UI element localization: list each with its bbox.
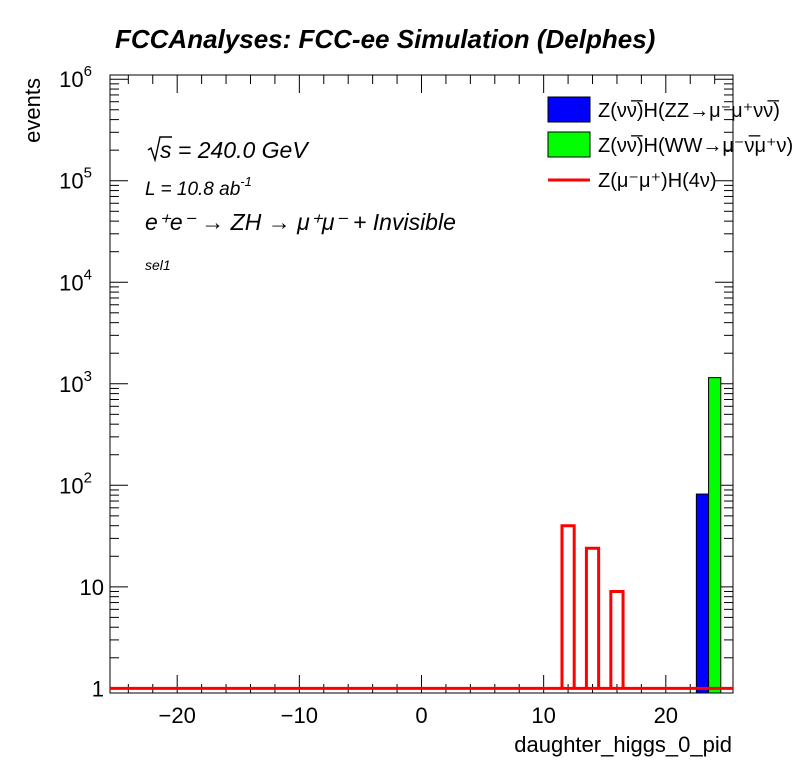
y-tick-exponent: 2 xyxy=(84,469,92,486)
legend-label: Z(μ⁻μ⁺)H(4ν) xyxy=(598,170,717,192)
step-bin xyxy=(584,546,601,689)
x-tick-label: 0 xyxy=(415,703,427,728)
y-tick-label: 10 xyxy=(80,575,104,600)
chart-title: FCCAnalyses: FCC-ee Simulation (Delphes) xyxy=(115,24,655,54)
luminosity-exponent: -1 xyxy=(240,174,252,189)
x-tick-label: −10 xyxy=(281,703,318,728)
y-tick-label: 102 xyxy=(59,469,92,498)
y-tick-label: 104 xyxy=(59,266,92,295)
y-tick-label: 1 xyxy=(92,676,104,701)
legend-swatch xyxy=(547,96,591,123)
y-tick-base: 10 xyxy=(59,169,83,194)
plot-area xyxy=(109,74,734,694)
x-tick-label: 10 xyxy=(531,703,555,728)
y-tick-label: 106 xyxy=(59,63,92,92)
legend: Z(νν̅)H(ZZ→μ⁻μ⁺νν̅) Z(νν̅)H(WW→μ⁻ν̅μ⁺ν) Z(… xyxy=(547,96,793,192)
plot-frame xyxy=(109,74,734,694)
histogram-bars xyxy=(110,377,733,694)
y-tick-exponent: 5 xyxy=(84,165,92,182)
y-tick-base: 10 xyxy=(80,575,104,600)
y-tick-exponent: 4 xyxy=(84,266,92,283)
x-tick-label: 20 xyxy=(654,703,678,728)
y-tick-base: 10 xyxy=(59,372,83,397)
sqrt-symbol xyxy=(147,136,172,163)
y-tick-exponent: 3 xyxy=(84,368,92,385)
annotations: s = 240.0 GeV L = 10.8 ab-1 e⁺e⁻ → ZH → … xyxy=(145,136,456,273)
sqrt-s-label: s = 240.0 GeV xyxy=(160,137,310,163)
x-tick-labels: −20 −10 0 10 20 xyxy=(159,703,679,728)
x-axis-label: daughter_higgs_0_pid xyxy=(514,732,732,757)
x-tick-label: −20 xyxy=(159,703,196,728)
sqrt-s-annotation: s = 240.0 GeV xyxy=(147,136,310,163)
bar xyxy=(708,377,722,694)
legend-item: Z(μ⁻μ⁺)H(4ν) xyxy=(548,170,717,192)
y-tick-exponent: 6 xyxy=(84,63,92,80)
y-axis-label: events xyxy=(20,78,45,143)
luminosity-label: L = 10.8 ab-1 xyxy=(145,174,252,200)
y-tick-label: 103 xyxy=(59,368,92,397)
y-tick-base: 1 xyxy=(92,676,104,701)
y-tick-base: 10 xyxy=(59,270,83,295)
process-label: e⁺e⁻ → ZH → μ⁺μ⁻ + Invisible xyxy=(145,209,456,235)
bar xyxy=(695,493,710,694)
y-tick-base: 10 xyxy=(59,473,83,498)
legend-label: Z(νν̅)H(ZZ→μ⁻μ⁺νν̅) xyxy=(598,99,780,122)
legend-label: Z(νν̅)H(WW→μ⁻ν̅μ⁺ν) xyxy=(598,134,793,157)
step-bin xyxy=(609,589,625,689)
legend-item: Z(νν̅)H(ZZ→μ⁻μ⁺νν̅) xyxy=(547,96,780,123)
legend-swatch xyxy=(547,131,591,158)
selection-label: sel1 xyxy=(145,257,171,273)
y-tick-base: 10 xyxy=(59,67,83,92)
luminosity-text: L = 10.8 ab xyxy=(145,179,240,200)
legend-item: Z(νν̅)H(WW→μ⁻ν̅μ⁺ν) xyxy=(547,131,793,158)
step-bin xyxy=(560,524,576,689)
y-tick-label: 105 xyxy=(59,165,92,194)
